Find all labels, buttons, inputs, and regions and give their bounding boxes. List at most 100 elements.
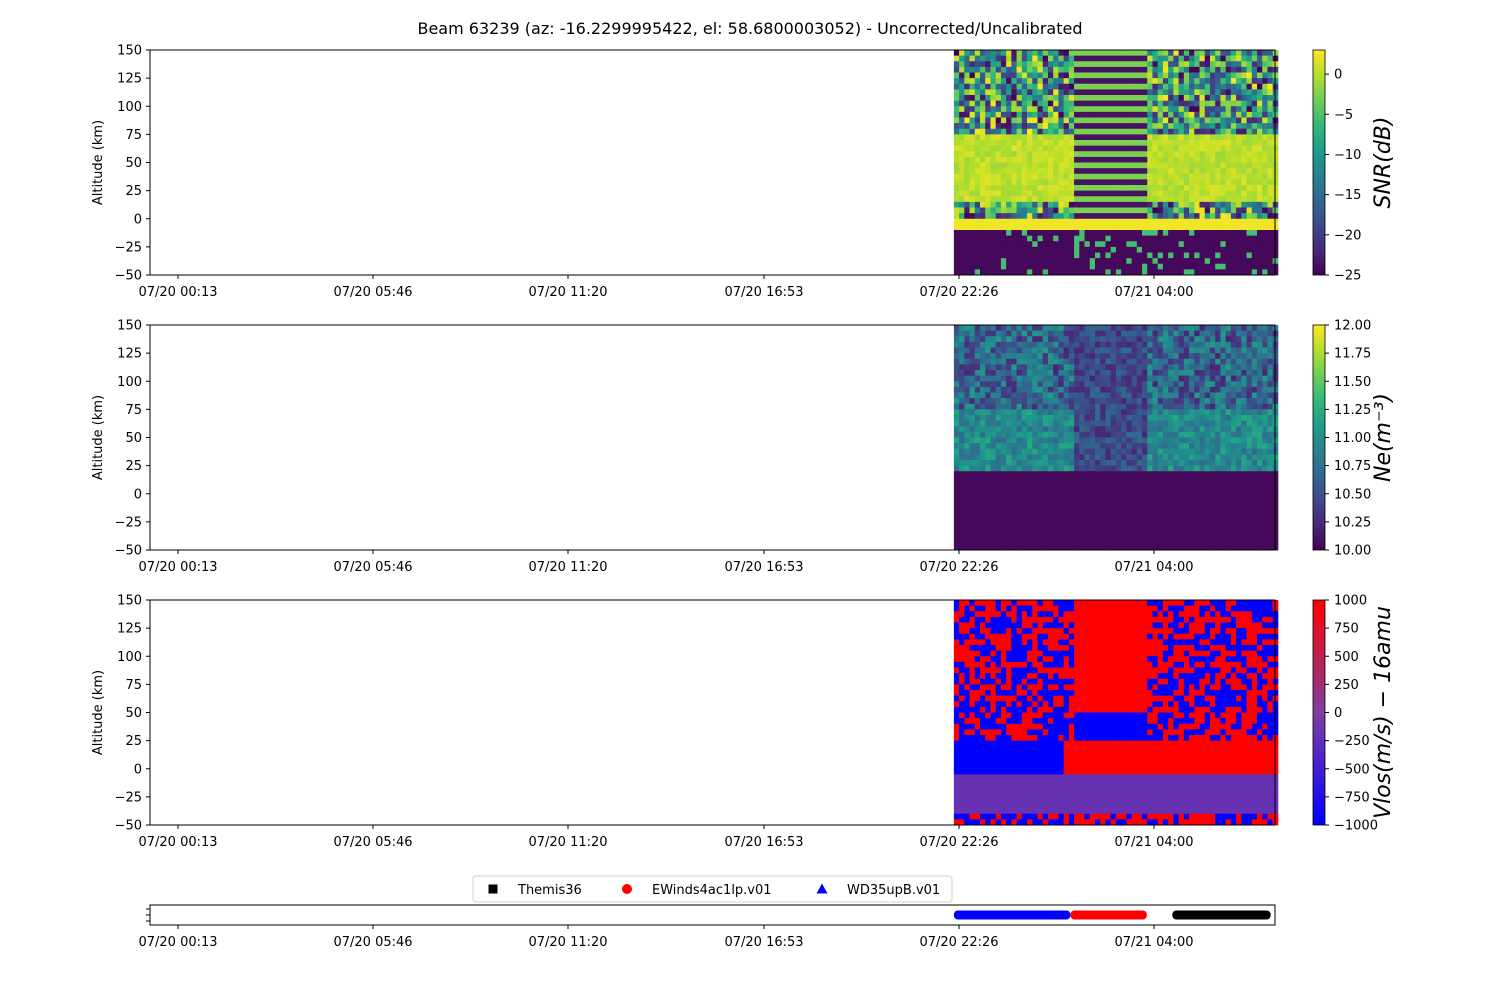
heatmap-cell — [1168, 269, 1174, 276]
heatmap-cell — [964, 527, 970, 534]
heatmap-cell — [1053, 201, 1059, 208]
heatmap-cell — [995, 448, 1002, 455]
heatmap-cell — [1162, 61, 1169, 68]
heatmap-cell — [1267, 493, 1274, 500]
heatmap-cell — [1100, 117, 1106, 124]
heatmap-cell — [980, 409, 986, 416]
heatmap-cell — [1142, 465, 1148, 472]
heatmap-cell — [1215, 185, 1221, 192]
heatmap-cell — [959, 179, 965, 186]
heatmap-cell — [1126, 218, 1132, 225]
heatmap-cell — [1162, 213, 1169, 220]
heatmap-cell — [1094, 476, 1101, 483]
heatmap-cell — [1204, 117, 1211, 124]
heatmap-cell — [1267, 100, 1274, 107]
heatmap-cell — [1053, 95, 1059, 102]
heatmap-cell — [1157, 454, 1164, 461]
heatmap-cell — [1194, 448, 1200, 455]
heatmap-cell — [1068, 128, 1075, 135]
heatmap-cell — [1220, 224, 1227, 231]
heatmap-cell — [1121, 173, 1127, 180]
heatmap-cell — [1257, 134, 1263, 141]
heatmap-cell — [1215, 443, 1221, 450]
heatmap-cell — [1251, 516, 1258, 523]
heatmap-cell — [1183, 252, 1190, 259]
heatmap-cell — [1267, 538, 1274, 545]
heatmap-cell — [1136, 533, 1143, 540]
heatmap-cell — [1178, 179, 1185, 186]
heatmap-cell — [995, 207, 1002, 214]
heatmap-cell — [1246, 392, 1253, 399]
heatmap-cell — [1246, 420, 1253, 427]
heatmap-cell — [1142, 123, 1148, 130]
heatmap-cell — [990, 460, 997, 467]
heatmap-cell — [1162, 106, 1169, 113]
heatmap-cell — [1173, 347, 1180, 354]
heatmap-cell — [1209, 269, 1216, 276]
heatmap-cell — [1267, 106, 1274, 113]
heatmap-cell — [1241, 420, 1247, 427]
heatmap-cell — [1094, 218, 1101, 225]
heatmap-cell — [1016, 201, 1023, 208]
heatmap-cell — [1058, 454, 1065, 461]
heatmap-cell — [1178, 482, 1185, 489]
heatmap-cell — [1063, 61, 1070, 68]
heatmap-cell — [1000, 156, 1007, 163]
heatmap-cell — [1011, 190, 1017, 197]
heatmap-cell — [1027, 100, 1033, 107]
heatmap-cell — [1037, 493, 1044, 500]
heatmap-cell — [1068, 482, 1075, 489]
heatmap-cell — [1168, 230, 1174, 237]
heatmap-cell — [1194, 128, 1200, 135]
heatmap-cell — [1168, 381, 1174, 388]
heatmap-cell — [1084, 358, 1091, 365]
heatmap-cell — [1230, 156, 1237, 163]
heatmap-cell — [1131, 499, 1138, 506]
heatmap-cell — [1204, 443, 1211, 450]
heatmap-cell — [1058, 151, 1065, 158]
heatmap-cell — [1074, 95, 1080, 102]
heatmap-cell — [969, 156, 976, 163]
heatmap-cell — [1142, 156, 1148, 163]
heatmap-cell — [1162, 533, 1169, 540]
heatmap-cell — [1183, 505, 1190, 512]
heatmap-cell — [1152, 55, 1159, 62]
heatmap-cell — [1220, 145, 1227, 152]
heatmap-cell — [1000, 190, 1007, 197]
heatmap-cell — [1110, 493, 1117, 500]
heatmap-cell — [1178, 454, 1185, 461]
heatmap-cell — [1257, 218, 1263, 225]
heatmap-cell — [1272, 72, 1279, 79]
heatmap-cell — [1241, 224, 1247, 231]
heatmap-cell — [980, 460, 986, 467]
heatmap-cell — [1094, 325, 1101, 332]
heatmap-cell — [1183, 476, 1190, 483]
heatmap-cell — [1094, 72, 1101, 79]
heatmap-cell — [1105, 207, 1112, 214]
heatmap-cell — [1053, 521, 1059, 528]
heatmap-cell — [1178, 218, 1185, 225]
heatmap-cell — [1105, 482, 1112, 489]
heatmap-cell — [1230, 488, 1237, 495]
heatmap-cell — [1110, 128, 1117, 135]
heatmap-cell — [1173, 50, 1180, 57]
heatmap-cell — [1215, 370, 1221, 377]
heatmap-cell — [959, 50, 965, 57]
heatmap-cell — [1110, 465, 1117, 472]
x-tick-label: 07/20 22:26 — [919, 285, 998, 300]
heatmap-cell — [1042, 213, 1049, 220]
heatmap-cell — [959, 527, 965, 534]
heatmap-cell — [1037, 55, 1044, 62]
heatmap-cell — [1027, 341, 1033, 348]
heatmap-cell — [1084, 341, 1091, 348]
heatmap-cell — [1199, 230, 1206, 237]
heatmap-cell — [990, 246, 997, 253]
heatmap-cell — [1063, 533, 1070, 540]
heatmap-cell — [1079, 246, 1085, 253]
heatmap-cell — [1006, 364, 1012, 371]
heatmap-cell — [995, 370, 1002, 377]
heatmap-cell — [1257, 213, 1263, 220]
heatmap-cell — [1142, 218, 1148, 225]
heatmap-cell — [1209, 431, 1216, 438]
heatmap-cell — [1162, 460, 1169, 467]
